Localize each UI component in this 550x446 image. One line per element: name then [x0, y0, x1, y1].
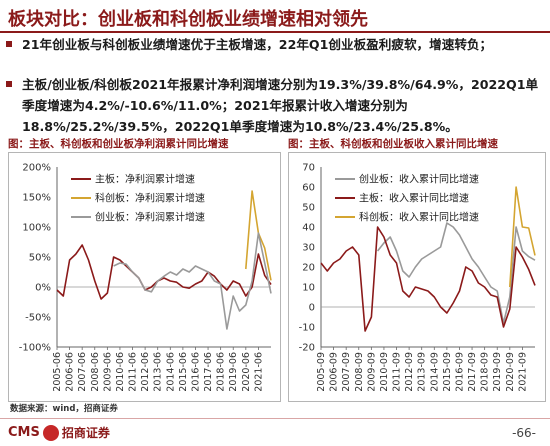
- summary-paragraph-1: 21年创业板与科创板业绩增速优于主板增速，22年Q1创业板盈利疲软，增速转负；: [22, 37, 493, 52]
- logo-mark-icon: [42, 424, 59, 441]
- x-tick-label: 2015-06: [178, 352, 189, 392]
- right-chart-title: 图：主板、科创板和创业板收入累计同比增速: [288, 138, 498, 150]
- y-tick-label: 150%: [22, 193, 51, 204]
- y-tick-label: 50%: [29, 253, 51, 264]
- logo-company-name: 招商证券: [61, 426, 110, 440]
- x-tick-label: 2010-06: [115, 352, 126, 392]
- x-tick-label: 2019-09: [492, 352, 503, 392]
- x-tick-label: 2017-06: [203, 352, 214, 392]
- profit-growth-chart-panel: 200% 150% 100% 50% 0% -50% -100% 2005-06 2006-06…: [8, 152, 281, 402]
- legend-label: 创业板：净利润累计增速: [95, 211, 205, 224]
- x-tick-label: 2014-09: [429, 352, 440, 392]
- company-logo: CMS 招商证券: [8, 424, 110, 441]
- y-tick-label: 0: [309, 303, 315, 314]
- x-tick-label: 2015-09: [442, 352, 453, 392]
- x-tick-label: 2020-06: [241, 352, 252, 392]
- title-divider: [0, 31, 550, 33]
- x-tick-label: 2005-09: [316, 352, 327, 392]
- y-tick-label: 200%: [22, 163, 51, 174]
- x-tick-label: 2006-06: [65, 352, 76, 392]
- footer-divider: [0, 418, 550, 419]
- x-tick-label: 2021-06: [253, 352, 264, 392]
- x-tick-label: 2017-09: [467, 352, 478, 392]
- y-tick-label: 10: [302, 283, 315, 294]
- legend-label: 创业板：收入累计同比增速: [359, 173, 479, 186]
- x-tick-label: 2013-06: [153, 352, 164, 392]
- legend-label: 主板：净利润累计增速: [95, 173, 195, 186]
- x-tick-label: 2016-09: [454, 352, 465, 392]
- profit-growth-chart: 200% 150% 100% 50% 0% -50% -100%2005-06 2006-06…: [19, 163, 272, 392]
- series-line-2: [113, 232, 272, 330]
- y-tick-label: 70: [302, 163, 315, 174]
- logo-text: CMS: [8, 425, 40, 440]
- y-tick-label: -50%: [25, 313, 51, 324]
- x-tick-label: 2008-06: [90, 352, 101, 392]
- x-tick-label: 2018-09: [480, 352, 491, 392]
- y-tick-label: -100%: [19, 343, 51, 354]
- x-tick-label: 2011-09: [392, 352, 403, 392]
- x-tick-label: 2007-06: [77, 352, 88, 392]
- legend-label: 科创板：收入累计同比增速: [359, 211, 479, 224]
- x-tick-label: 2012-06: [140, 352, 151, 392]
- x-tick-label: 2020-09: [505, 352, 516, 392]
- y-tick-label: 60: [302, 183, 315, 194]
- y-tick-label: -20: [299, 343, 315, 354]
- bullet-marker: [6, 81, 12, 87]
- x-tick-label: 2010-09: [379, 352, 390, 392]
- x-tick-label: 2009-09: [366, 352, 377, 392]
- left-chart-title: 图：主板、科创板和创业板净利润累计同比增速: [8, 138, 229, 150]
- x-tick-label: 2018-06: [216, 352, 227, 392]
- y-tick-label: -10: [299, 323, 315, 334]
- bullet-marker: [6, 41, 12, 47]
- data-source-note: 数据来源：wind，招商证券: [10, 404, 118, 414]
- x-tick-label: 2013-09: [417, 352, 428, 392]
- x-tick-label: 2021-09: [517, 352, 528, 392]
- x-tick-label: 2014-06: [165, 352, 176, 392]
- x-tick-label: 2005-06: [52, 352, 63, 392]
- series-line-0: [56, 244, 272, 300]
- y-tick-label: 40: [302, 223, 315, 234]
- series-line-0: [376, 222, 536, 324]
- x-tick-label: 2006-09: [329, 352, 340, 392]
- x-tick-label: 2012-09: [404, 352, 415, 392]
- summary-paragraph-2: 主板/创业板/科创板2021年报累计净利润增速分别为19.3%/39.8%/64…: [22, 77, 539, 134]
- legend-label: 科创板：净利润累计增速: [95, 192, 205, 205]
- y-tick-label: 100%: [22, 223, 51, 234]
- y-tick-label: 0%: [35, 283, 51, 294]
- x-tick-label: 2009-06: [102, 352, 113, 392]
- x-tick-label: 2019-06: [228, 352, 239, 392]
- revenue-growth-chart-panel: 70 60 50 40 30 20 10 0 -10 -20 2005-09 2006-09 2007-…: [288, 152, 546, 402]
- legend-label: 主板：收入累计同比增速: [359, 192, 469, 205]
- x-tick-label: 2008-09: [354, 352, 365, 392]
- series-line-1: [320, 226, 536, 332]
- page-title: 板块对比：创业板和科创板业绩增速相对领先: [8, 9, 368, 30]
- y-tick-label: 20: [302, 263, 315, 274]
- series-line-2: [509, 186, 536, 288]
- page-number: -66-: [512, 426, 536, 440]
- y-tick-label: 50: [302, 203, 315, 214]
- x-tick-label: 2007-09: [341, 352, 352, 392]
- x-tick-label: 2016-06: [190, 352, 201, 392]
- y-tick-label: 30: [302, 243, 315, 254]
- x-tick-label: 2011-06: [128, 352, 139, 392]
